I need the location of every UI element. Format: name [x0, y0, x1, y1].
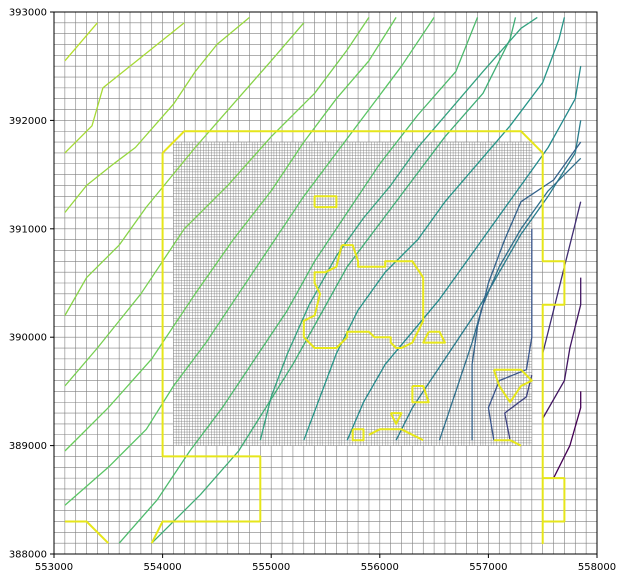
y-tick-label: 392000: [9, 116, 47, 127]
y-tick-label: 393000: [9, 8, 47, 19]
boundary-lines: [64, 130, 566, 545]
boundary-line: [389, 412, 403, 425]
y-tick-label: 391000: [9, 224, 47, 235]
boundary-line: [150, 152, 262, 544]
boundary-line: [302, 244, 425, 349]
contour-lines: [64, 16, 582, 544]
contour-line: [64, 17, 397, 452]
boundary-line: [422, 330, 446, 344]
x-tick-label: 557000: [469, 562, 507, 573]
y-tick-label: 388000: [9, 550, 47, 561]
x-axis: 553000 554000 555000 556000 557000 558000: [35, 554, 616, 573]
x-tick-label: 553000: [35, 562, 73, 573]
contour-line: [64, 16, 250, 213]
contour-line: [303, 17, 566, 441]
y-tick-label: 390000: [9, 333, 47, 344]
x-tick-label: 558000: [578, 562, 616, 573]
y-tick-label: 389000: [9, 441, 47, 452]
contour-line: [487, 228, 533, 441]
contour-line: [64, 22, 305, 316]
boundary-line: [64, 520, 110, 544]
x-tick-label: 555000: [252, 562, 290, 573]
contour-line: [346, 66, 582, 441]
boundary-line: [351, 428, 365, 442]
boundary-line: [411, 385, 430, 404]
boundary-line: [368, 428, 424, 442]
contour-line: [553, 391, 582, 479]
contour-line: [64, 17, 370, 387]
contour-line: [259, 16, 538, 441]
plot-frame: [53, 11, 598, 555]
contour-line: [64, 17, 435, 506]
contour-line: [64, 22, 98, 62]
contour-line: [118, 17, 479, 544]
boundary-line: [493, 439, 522, 447]
x-tick-label: 556000: [361, 562, 399, 573]
boundary-line: [313, 195, 338, 209]
y-axis: 388000 389000 390000 391000 392000 393000: [9, 8, 54, 561]
boundary-line: [161, 130, 566, 545]
contour-line: [64, 22, 185, 154]
x-tick-label: 554000: [144, 562, 182, 573]
contour-line: [542, 277, 582, 419]
boundary-line: [492, 368, 533, 404]
contour-line: [151, 17, 517, 544]
contour-line: [504, 374, 533, 441]
